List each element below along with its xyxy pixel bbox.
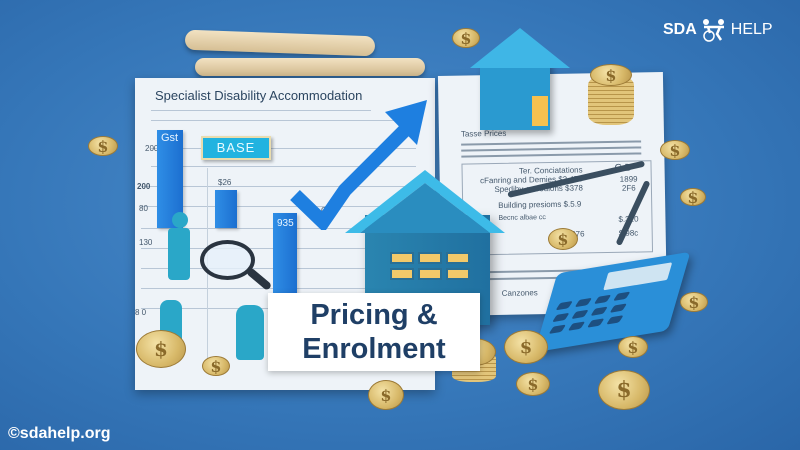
- coin-icon: $: [202, 356, 230, 376]
- document-heading: Specialist Disability Accommodation: [155, 88, 363, 103]
- wheelchair-logo-icon: [702, 19, 724, 42]
- title-line-1: Pricing &: [310, 299, 438, 331]
- person-figure-icon: [172, 212, 188, 228]
- coin-icon: $: [598, 370, 650, 410]
- axis-label: 200: [137, 182, 151, 191]
- coin-icon: $: [368, 380, 404, 410]
- bar-label: $26: [218, 178, 232, 187]
- bar-label: Gst: [161, 132, 179, 144]
- coin-icon: $: [680, 292, 708, 312]
- coin-icon: $: [136, 330, 186, 368]
- title-card: Pricing & Enrolment: [268, 293, 480, 371]
- watermark: ©sdahelp.org: [8, 425, 111, 442]
- document-footer: Canzones: [501, 288, 538, 298]
- logo-text-help: HELP: [730, 21, 773, 38]
- coin-icon: $: [452, 28, 480, 48]
- table-cell: 2F6: [621, 183, 636, 193]
- coin-icon: $: [88, 136, 118, 156]
- table-cell: 1899: [619, 174, 638, 184]
- coin-icon: $: [516, 372, 550, 396]
- axis-label: 80: [139, 204, 148, 213]
- axis-label: 130: [139, 238, 153, 247]
- coin-icon: $: [660, 140, 690, 160]
- coin-icon: $: [618, 336, 648, 358]
- sda-help-logo[interactable]: SDA HELP: [663, 18, 773, 42]
- person-figure-icon: [168, 228, 190, 280]
- magnifier-icon: [200, 240, 255, 280]
- base-badge: BASE: [201, 136, 271, 160]
- coin-icon: $: [680, 188, 706, 207]
- document-heading: Tasse Prices: [460, 128, 507, 139]
- coin-icon: $: [548, 228, 578, 250]
- title-line-2: Enrolment: [302, 333, 446, 365]
- axis-label: 200: [145, 144, 159, 153]
- chart-bar: [273, 213, 297, 293]
- arrow-up-icon: [290, 100, 427, 230]
- coin-icon: $: [504, 330, 548, 364]
- chart-bar: [215, 190, 237, 228]
- bar-label: 935: [277, 218, 294, 229]
- scroll-icon: [184, 29, 376, 57]
- person-figure-icon: [236, 305, 264, 360]
- scroll-icon: [195, 58, 425, 76]
- chart-bar: [157, 130, 183, 228]
- coin-icon: $: [590, 64, 632, 86]
- logo-text-sda: SDA: [663, 21, 697, 38]
- axis-label: 8 0: [135, 308, 147, 317]
